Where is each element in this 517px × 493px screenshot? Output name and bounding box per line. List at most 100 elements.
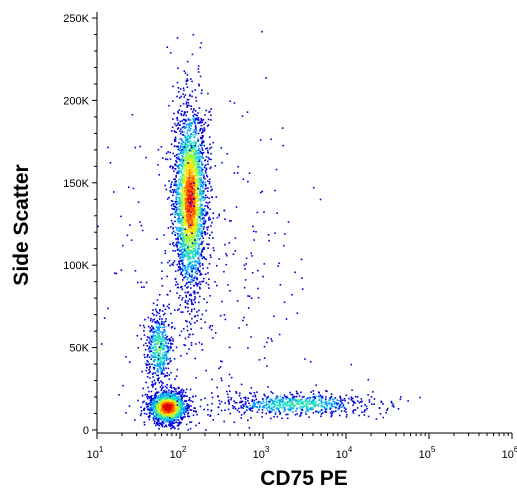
data-point — [157, 353, 159, 356]
data-point — [194, 244, 197, 247]
data-point — [167, 325, 170, 327]
data-point — [184, 267, 186, 270]
data-point — [202, 199, 205, 201]
data-point — [257, 402, 259, 405]
data-point — [180, 249, 182, 251]
data-point — [183, 234, 186, 237]
data-point — [329, 398, 332, 401]
data-point — [197, 122, 199, 124]
data-point — [188, 294, 191, 297]
data-point — [182, 174, 184, 177]
data-point — [148, 418, 151, 421]
data-point — [193, 165, 195, 167]
data-point — [288, 408, 290, 411]
data-point — [181, 388, 183, 391]
data-point — [175, 398, 178, 400]
data-point — [188, 399, 190, 402]
data-point — [187, 159, 190, 162]
data-point — [155, 330, 157, 333]
data-point — [364, 403, 366, 406]
data-point — [287, 413, 289, 416]
data-point — [183, 277, 185, 279]
data-point — [166, 356, 168, 358]
data-point — [358, 401, 361, 404]
data-point — [147, 325, 150, 328]
data-point — [196, 206, 199, 208]
data-point — [179, 160, 181, 162]
data-point — [293, 406, 295, 408]
data-point — [287, 408, 289, 411]
data-point — [184, 191, 187, 194]
data-point — [204, 233, 207, 236]
data-point — [345, 408, 347, 410]
data-point — [194, 187, 196, 189]
data-point — [162, 367, 165, 369]
data-point — [211, 396, 214, 399]
data-point — [151, 401, 154, 404]
data-point — [170, 336, 173, 339]
data-point — [155, 416, 157, 418]
data-point — [186, 407, 189, 410]
data-point — [300, 405, 302, 408]
data-point — [147, 363, 149, 366]
data-point — [193, 113, 196, 116]
data-point — [259, 404, 261, 407]
data-point — [167, 151, 169, 153]
data-point — [193, 185, 195, 188]
data-point — [220, 409, 223, 412]
data-point — [154, 400, 156, 402]
data-point — [198, 309, 200, 312]
data-point — [173, 392, 176, 395]
data-point — [164, 424, 167, 426]
data-point — [173, 145, 176, 147]
data-point — [193, 234, 196, 237]
data-point — [207, 202, 209, 204]
data-point — [180, 413, 183, 416]
data-point — [183, 407, 185, 410]
data-point — [305, 407, 308, 410]
data-point — [174, 410, 176, 413]
data-point — [186, 273, 188, 275]
data-point — [195, 178, 197, 180]
data-point — [157, 362, 159, 365]
data-point — [191, 90, 194, 93]
data-point — [337, 402, 340, 405]
data-point — [289, 401, 292, 404]
data-point — [197, 163, 200, 166]
data-point — [282, 401, 284, 403]
data-point — [185, 237, 188, 240]
data-point — [151, 381, 154, 383]
data-point — [168, 421, 171, 423]
data-point — [191, 251, 194, 254]
data-point — [351, 400, 354, 402]
data-point — [292, 399, 295, 401]
data-point — [169, 264, 171, 267]
data-point — [199, 287, 201, 290]
data-point — [151, 373, 154, 375]
data-point — [186, 78, 189, 80]
data-point — [173, 419, 176, 422]
data-point — [297, 392, 299, 395]
data-point — [167, 358, 170, 361]
data-point — [195, 193, 198, 196]
data-point — [187, 205, 190, 207]
data-point — [178, 414, 180, 417]
data-point — [194, 210, 196, 212]
data-point — [204, 321, 206, 324]
data-point — [160, 417, 163, 420]
data-point — [203, 298, 205, 300]
data-point — [239, 401, 241, 404]
data-point — [269, 411, 271, 414]
data-point — [192, 176, 195, 178]
data-point — [238, 407, 240, 410]
data-point — [340, 398, 342, 400]
data-point — [341, 402, 343, 404]
data-point — [167, 410, 169, 413]
data-point — [164, 342, 167, 344]
data-point — [174, 136, 177, 139]
data-point — [187, 207, 190, 209]
data-point — [197, 71, 200, 73]
data-point — [187, 300, 190, 302]
data-point — [270, 398, 273, 401]
data-point — [181, 188, 184, 191]
